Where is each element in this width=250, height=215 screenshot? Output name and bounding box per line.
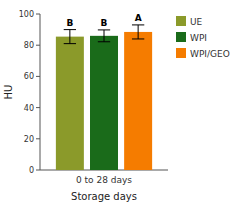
y-tick <box>36 76 40 77</box>
chart: 0 20 40 60 80 100 HU B B A 0 to 28 days Storage day… <box>0 0 250 215</box>
significance-letter: B <box>66 18 73 28</box>
significance-letter: B <box>101 18 108 28</box>
y-tick-label: 60 <box>24 72 34 81</box>
y-tick-label: 80 <box>24 41 34 50</box>
error-bar <box>64 30 76 44</box>
x-tick-label: 0 to 28 days <box>76 175 132 185</box>
y-tick-label: 100 <box>19 10 34 19</box>
bar-letters: BBA <box>66 13 141 28</box>
y-tick <box>36 45 40 46</box>
error-bar <box>132 25 144 39</box>
y-axis-label: HU <box>3 85 14 100</box>
legend-label: WPI/GEO <box>190 49 230 59</box>
x-axis-label: Storage days <box>71 191 137 202</box>
y-tick <box>36 170 40 171</box>
y-tick <box>36 14 40 15</box>
y-tick <box>36 107 40 108</box>
plot-area <box>56 25 152 170</box>
legend: UE WPI WPI/GEO <box>176 16 230 59</box>
y-axis-line <box>40 14 41 170</box>
y-tick-label: 0 <box>29 166 34 175</box>
legend-swatch <box>176 16 186 26</box>
significance-letter: A <box>135 13 142 23</box>
legend-label: WPI <box>190 33 207 43</box>
y-tick <box>36 138 40 139</box>
legend-label: UE <box>190 17 203 27</box>
legend-swatch <box>176 32 186 42</box>
y-tick-label: 20 <box>24 135 34 144</box>
bar <box>90 36 118 170</box>
y-axis: 0 20 40 60 80 100 <box>19 10 40 175</box>
bar <box>56 37 84 170</box>
legend-swatch <box>176 48 186 58</box>
y-tick-label: 40 <box>24 104 34 113</box>
error-bar <box>98 30 110 42</box>
bar <box>124 32 152 170</box>
